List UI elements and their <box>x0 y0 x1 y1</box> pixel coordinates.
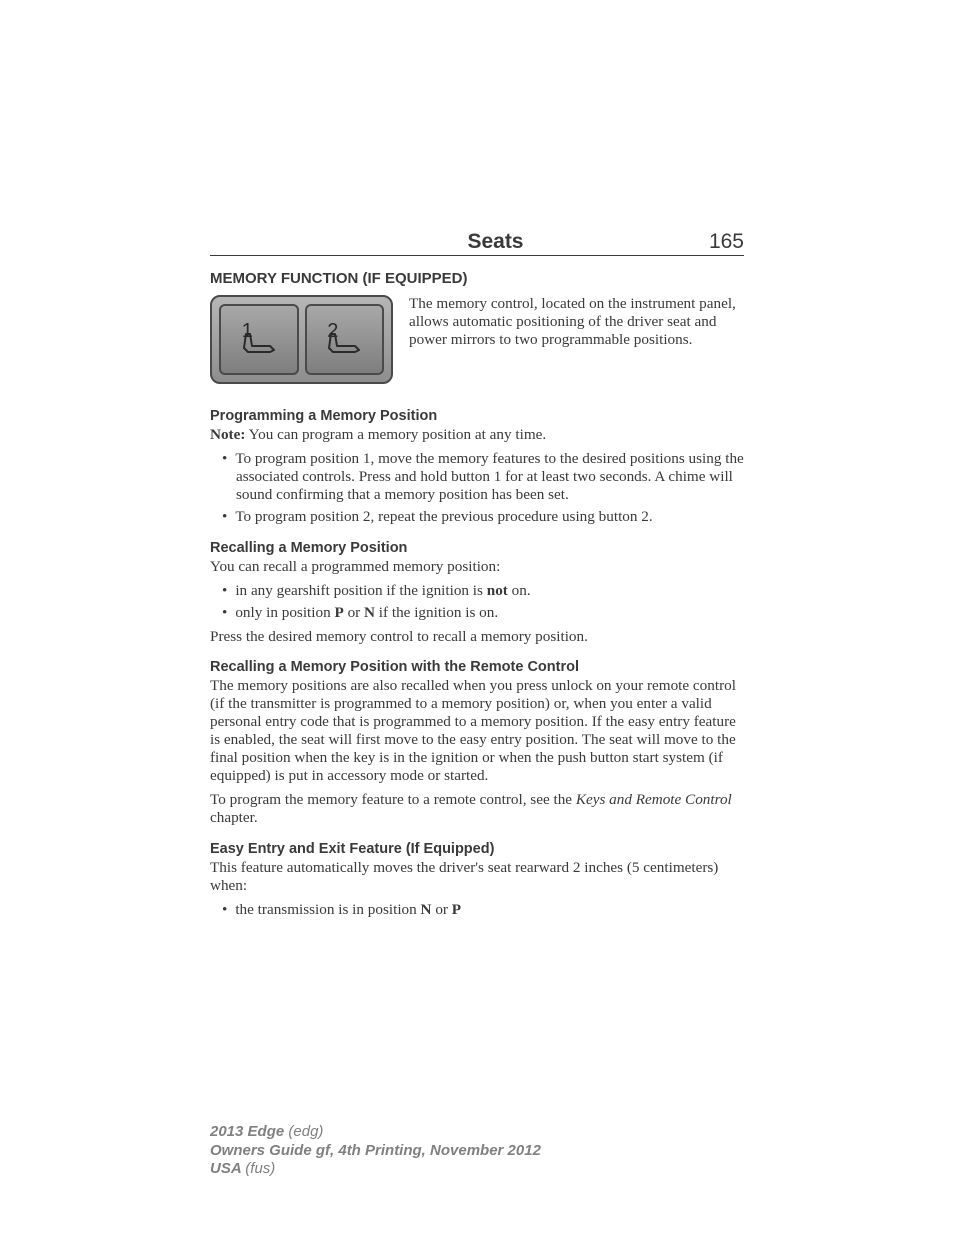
section-heading: MEMORY FUNCTION (IF EQUIPPED) <box>210 270 744 287</box>
page-number: 165 <box>709 230 744 254</box>
list-item: To program position 1, move the memory f… <box>210 450 744 504</box>
memory-button-1: 1 <box>219 304 299 375</box>
list-item: To program position 2, repeat the previo… <box>210 508 744 526</box>
footer-line-1: 2013 Edge (edg) <box>210 1123 541 1142</box>
page-header: Seats 165 <box>210 230 744 256</box>
footer-line-3: USA (fus) <box>210 1160 541 1179</box>
memory-button-graphic: 1 2 <box>210 295 393 384</box>
subheading-remote: Recalling a Memory Position with the Rem… <box>210 659 744 675</box>
subheading-programming: Programming a Memory Position <box>210 408 744 424</box>
intro-row: 1 2 The memory control, located on the i… <box>210 295 744 384</box>
recalling-intro: You can recall a programmed memory posit… <box>210 558 744 576</box>
subheading-easy-entry: Easy Entry and Exit Feature (If Equipped… <box>210 841 744 857</box>
easy-intro: This feature automatically moves the dri… <box>210 859 744 895</box>
page-footer: 2013 Edge (edg) Owners Guide gf, 4th Pri… <box>210 1123 541 1179</box>
memory-button-2: 2 <box>305 304 385 375</box>
seat-icon <box>240 332 278 356</box>
list-item: the transmission is in position N or P <box>210 901 744 919</box>
remote-p1: The memory positions are also recalled w… <box>210 677 744 785</box>
subheading-recalling: Recalling a Memory Position <box>210 540 744 556</box>
intro-paragraph: The memory control, located on the instr… <box>409 295 744 384</box>
seat-icon <box>325 332 363 356</box>
recalling-after: Press the desired memory control to reca… <box>210 628 744 646</box>
list-item: in any gearshift position if the ignitio… <box>210 582 744 600</box>
chapter-title: Seats <box>210 230 709 254</box>
easy-list: the transmission is in position N or P <box>210 901 744 919</box>
remote-p2: To program the memory feature to a remot… <box>210 791 744 827</box>
list-item: only in position P or N if the ignition … <box>210 604 744 622</box>
programming-list: To program position 1, move the memory f… <box>210 450 744 526</box>
recalling-list: in any gearshift position if the ignitio… <box>210 582 744 622</box>
footer-line-2: Owners Guide gf, 4th Printing, November … <box>210 1142 541 1161</box>
document-page: Seats 165 MEMORY FUNCTION (IF EQUIPPED) … <box>0 0 954 919</box>
programming-note: Note: You can program a memory position … <box>210 426 744 444</box>
